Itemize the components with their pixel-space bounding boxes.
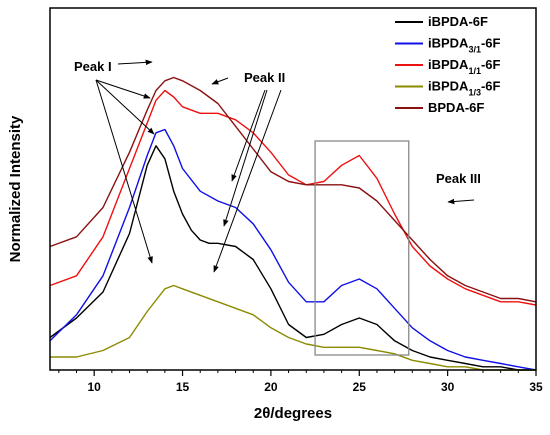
annotation-arrow-4 (95, 79, 153, 264)
legend-label-4: iBPDA1/3-6F (428, 79, 501, 98)
x-tick-label-25: 25 (353, 380, 367, 394)
series-line-2 (49, 128, 537, 371)
series-line-1 (49, 145, 536, 371)
series-line-5 (49, 76, 537, 303)
legend-label-3: iBPDA1/1-6F (428, 57, 501, 76)
x-tick-label-15: 15 (176, 380, 190, 394)
series-line-3 (49, 89, 537, 306)
legend-label-2: iBPDA3/1-6F (428, 36, 501, 55)
plot-frame (49, 7, 537, 371)
annotation-arrow-1 (117, 59, 153, 66)
y-axis-label: Normalized Intensity (7, 115, 24, 262)
x-tick-label-10: 10 (88, 380, 102, 394)
legend-label-5: BPDA-6F (428, 100, 484, 115)
x-tick-label-30: 30 (441, 380, 455, 394)
x-tick-label-20: 20 (264, 380, 278, 394)
peak-i-label: Peak I (74, 59, 112, 74)
annotation-arrow-9 (447, 198, 475, 205)
annotation-arrow-2 (95, 79, 151, 99)
annotation-arrow-7 (223, 89, 268, 227)
x-axis-label: 2θ/degrees (254, 405, 332, 422)
annotation-arrow-3 (95, 79, 155, 135)
highlight-box (314, 140, 410, 356)
annotation-arrow-5 (211, 77, 229, 85)
legend-label-1: iBPDA-6F (428, 14, 488, 29)
peak-iii-label: Peak III (436, 171, 481, 186)
series-line-4 (50, 284, 536, 371)
x-tick-label-35: 35 (529, 380, 543, 394)
annotation-arrow-8 (213, 89, 282, 273)
legend: iBPDA-6F iBPDA3/1-6F iBPDA1/1-6F iBPDA1/3-6… (395, 14, 501, 115)
annotation-arrow-6 (231, 89, 266, 182)
annotation-arrows (95, 59, 475, 273)
peak-ii-label: Peak II (244, 70, 285, 85)
